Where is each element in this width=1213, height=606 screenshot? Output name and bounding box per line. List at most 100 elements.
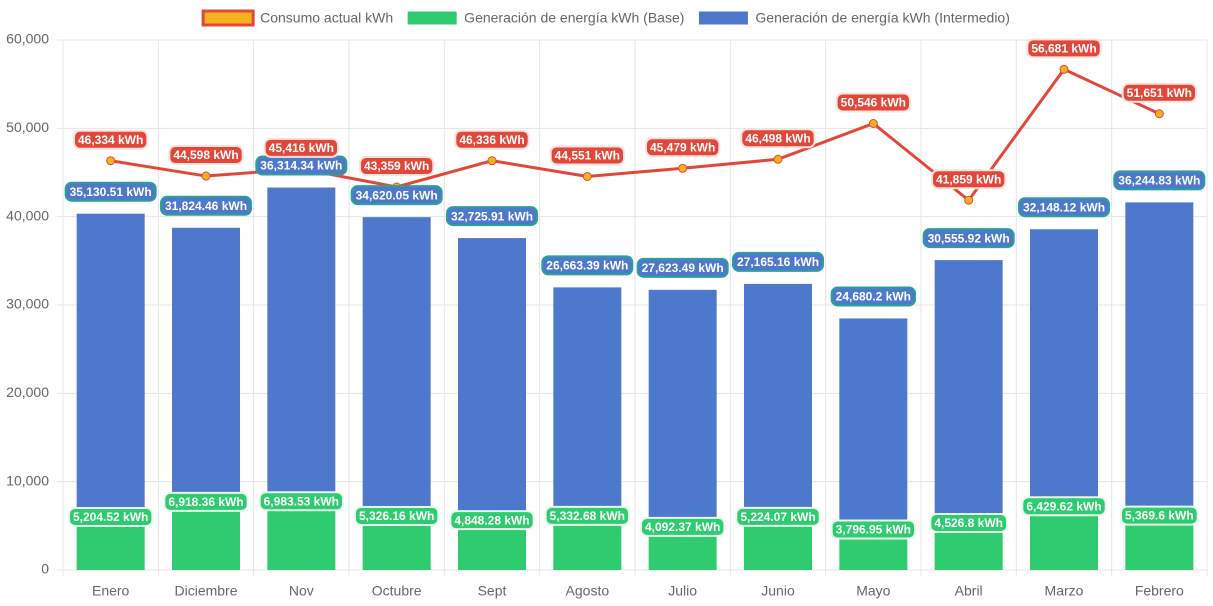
value-label: 44,551 kWh xyxy=(549,145,626,166)
y-tick-label: 40,000 xyxy=(6,207,49,223)
value-label-box xyxy=(639,516,726,537)
value-label-box xyxy=(922,228,1015,249)
value-label: 46,498 kWh xyxy=(740,128,816,149)
bar xyxy=(553,287,622,523)
value-label-text: 34,620.05 kWh xyxy=(356,188,438,202)
value-label-box xyxy=(350,185,443,206)
value-label-text: 35,130.51 kWh xyxy=(70,185,152,199)
value-label: 6,983.53 kWh xyxy=(258,491,345,512)
value-label-text: 32,725.91 kWh xyxy=(451,209,533,223)
value-label-text: 36,244.83 kWh xyxy=(1118,174,1200,188)
value-label: 41,859 kWh xyxy=(930,169,1007,190)
legend-label: Generación de energía kWh (Base) xyxy=(464,10,684,26)
value-label-box xyxy=(835,92,912,113)
value-label-text: 5,204.52 kWh xyxy=(73,510,148,524)
value-label-box xyxy=(163,491,249,512)
bar xyxy=(172,508,240,570)
value-label: 4,848.28 kWh xyxy=(449,510,535,531)
value-label-box xyxy=(644,137,721,158)
value-label-text: 30,555.92 kWh xyxy=(928,231,1010,245)
line-point xyxy=(1059,64,1069,74)
bar xyxy=(744,523,812,570)
value-label: 32,148.12 kWh xyxy=(1017,197,1111,218)
y-tick-label: 20,000 xyxy=(6,384,49,400)
value-label-box xyxy=(159,195,253,216)
value-label-box xyxy=(1021,496,1107,517)
value-label-box xyxy=(1017,197,1111,218)
legend-swatch xyxy=(697,10,749,26)
value-label: 5,369.6 kWh xyxy=(1119,505,1199,526)
value-label-text: 56,681 kWh xyxy=(1031,41,1096,55)
x-tick-label: Enero xyxy=(92,583,130,599)
bar xyxy=(172,227,240,509)
value-label: 36,244.83 kWh xyxy=(1113,170,1206,191)
bar xyxy=(744,283,812,524)
value-label: 5,204.52 kWh xyxy=(67,507,154,528)
value-label-box xyxy=(930,169,1007,190)
y-tick-label: 30,000 xyxy=(6,296,49,312)
y-tick-label: 50,000 xyxy=(6,119,49,135)
value-label-text: 5,224.07 kWh xyxy=(740,510,815,524)
value-label-box xyxy=(731,251,825,272)
x-tick-label: Julio xyxy=(668,583,697,599)
value-label-text: 36,314.34 kWh xyxy=(260,159,342,173)
value-label-box xyxy=(67,507,154,528)
value-label-text: 3,796.95 kWh xyxy=(836,523,911,537)
bars xyxy=(76,187,1194,570)
value-label-box xyxy=(358,155,435,176)
x-tick-label: Febrero xyxy=(1135,583,1184,599)
value-label: 36,314.34 kWh xyxy=(255,155,348,176)
bar xyxy=(362,217,431,523)
value-label-box xyxy=(740,128,816,149)
x-tick-label: Junio xyxy=(761,583,795,599)
x-tick-label: Mayo xyxy=(856,583,890,599)
value-label-text: 5,326.16 kWh xyxy=(359,509,434,523)
line-point xyxy=(201,171,211,181)
value-label-text: 27,623.49 kWh xyxy=(642,261,724,275)
bar xyxy=(458,238,526,528)
x-tick-label: Abril xyxy=(955,583,983,599)
value-label: 51,651 kWh xyxy=(1121,82,1198,103)
legend-swatch xyxy=(406,10,458,26)
value-label-text: 31,824.46 kWh xyxy=(165,199,247,213)
bar xyxy=(76,524,145,570)
bar xyxy=(839,536,908,570)
bar xyxy=(76,213,145,525)
value-label-box xyxy=(258,491,345,512)
bar xyxy=(362,522,431,570)
line-point xyxy=(582,171,592,181)
value-label-text: 6,429.62 kWh xyxy=(1026,499,1101,513)
x-tick-label: Diciembre xyxy=(174,583,237,599)
value-label-box xyxy=(1119,505,1199,526)
line-point xyxy=(1154,109,1164,119)
value-label: 4,092.37 kWh xyxy=(639,516,726,537)
line-point xyxy=(106,156,116,166)
value-label-text: 26,663.39 kWh xyxy=(546,259,628,273)
value-label-box xyxy=(549,145,626,166)
value-label: 46,336 kWh xyxy=(454,129,530,150)
value-label-text: 6,918.36 kWh xyxy=(168,495,243,509)
value-label-box xyxy=(830,519,917,540)
value-label-text: 24,680.2 kWh xyxy=(836,290,911,304)
bar xyxy=(1125,202,1194,523)
value-label: 6,429.62 kWh xyxy=(1021,496,1107,517)
bar xyxy=(267,187,336,509)
value-label-text: 46,336 kWh xyxy=(459,133,524,147)
value-label-text: 46,498 kWh xyxy=(745,131,810,145)
legend-swatch xyxy=(201,9,255,27)
value-label-box xyxy=(1121,82,1198,103)
value-label-box xyxy=(636,257,729,278)
value-label-text: 44,551 kWh xyxy=(555,149,620,163)
value-label-box xyxy=(929,513,1009,534)
value-label: 35,130.51 kWh xyxy=(64,181,157,202)
line-point xyxy=(678,163,688,173)
y-tick-label: 10,000 xyxy=(6,472,49,488)
bar xyxy=(267,508,336,570)
value-label: 27,165.16 kWh xyxy=(731,251,825,272)
value-label-box xyxy=(449,510,535,531)
x-tick-label: Sept xyxy=(478,583,507,599)
value-label: 3,796.95 kWh xyxy=(830,519,917,540)
legend: Consumo actual kWh Generación de energía … xyxy=(201,9,1010,27)
bar xyxy=(458,527,526,570)
bar xyxy=(1125,522,1194,570)
